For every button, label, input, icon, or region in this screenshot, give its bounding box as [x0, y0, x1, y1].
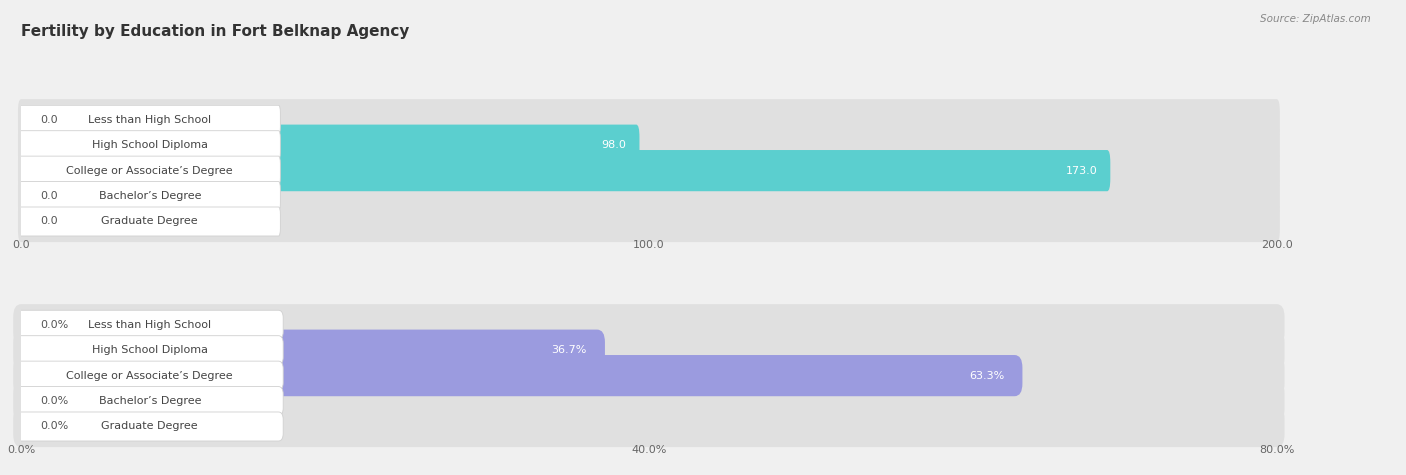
Text: College or Associate’s Degree: College or Associate’s Degree [66, 166, 233, 176]
Text: 0.0%: 0.0% [39, 396, 67, 406]
FancyBboxPatch shape [13, 330, 1285, 371]
FancyBboxPatch shape [13, 304, 1285, 345]
FancyBboxPatch shape [18, 150, 1279, 191]
Text: 173.0: 173.0 [1066, 166, 1097, 176]
FancyBboxPatch shape [17, 412, 283, 441]
FancyBboxPatch shape [13, 406, 1285, 447]
FancyBboxPatch shape [17, 387, 283, 416]
FancyBboxPatch shape [20, 105, 280, 134]
Text: Graduate Degree: Graduate Degree [101, 421, 198, 431]
Text: Graduate Degree: Graduate Degree [101, 217, 198, 227]
FancyBboxPatch shape [13, 330, 605, 371]
FancyBboxPatch shape [18, 175, 1279, 217]
Text: High School Diploma: High School Diploma [91, 345, 208, 355]
FancyBboxPatch shape [13, 380, 1285, 422]
Text: High School Diploma: High School Diploma [91, 140, 208, 150]
Text: 0.0%: 0.0% [39, 421, 67, 431]
FancyBboxPatch shape [20, 131, 280, 160]
Text: Bachelor’s Degree: Bachelor’s Degree [98, 396, 201, 406]
Text: 36.7%: 36.7% [551, 345, 588, 355]
FancyBboxPatch shape [18, 124, 640, 166]
FancyBboxPatch shape [18, 124, 1279, 166]
Text: Fertility by Education in Fort Belknap Agency: Fertility by Education in Fort Belknap A… [21, 24, 409, 39]
Text: 0.0: 0.0 [39, 217, 58, 227]
Text: 0.0%: 0.0% [39, 320, 67, 330]
Text: College or Associate’s Degree: College or Associate’s Degree [66, 370, 233, 380]
FancyBboxPatch shape [17, 336, 283, 365]
FancyBboxPatch shape [13, 355, 1022, 396]
FancyBboxPatch shape [18, 201, 1279, 242]
FancyBboxPatch shape [17, 361, 283, 390]
FancyBboxPatch shape [18, 99, 1279, 140]
FancyBboxPatch shape [13, 355, 1285, 396]
Text: Source: ZipAtlas.com: Source: ZipAtlas.com [1260, 14, 1371, 24]
Text: Bachelor’s Degree: Bachelor’s Degree [98, 191, 201, 201]
FancyBboxPatch shape [18, 150, 1111, 191]
FancyBboxPatch shape [20, 181, 280, 210]
FancyBboxPatch shape [20, 156, 280, 185]
Text: Less than High School: Less than High School [89, 320, 211, 330]
Text: 98.0: 98.0 [602, 140, 626, 150]
Text: 63.3%: 63.3% [969, 370, 1004, 380]
FancyBboxPatch shape [20, 207, 280, 236]
Text: 0.0: 0.0 [39, 191, 58, 201]
Text: Less than High School: Less than High School [89, 115, 211, 125]
Text: 0.0: 0.0 [39, 115, 58, 125]
FancyBboxPatch shape [17, 310, 283, 339]
